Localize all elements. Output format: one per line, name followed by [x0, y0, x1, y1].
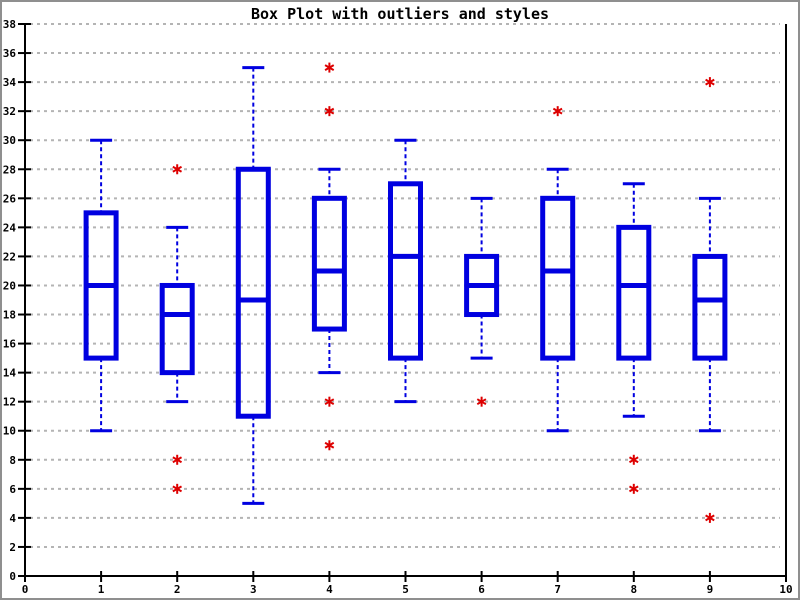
y-tick-label-4: 4 — [9, 512, 16, 525]
x-tick-label-10: 10 — [779, 583, 792, 596]
x-tick-label-7: 7 — [554, 583, 561, 596]
outlier-marker — [172, 483, 183, 494]
asterisk-spoke — [476, 398, 487, 406]
x-tick-label-5: 5 — [402, 583, 409, 596]
y-tick-label-16: 16 — [3, 338, 17, 351]
asterisk-spoke — [552, 107, 563, 115]
outlier-marker — [705, 512, 715, 523]
outlier-marker — [628, 483, 639, 494]
y-tick-label-32: 32 — [3, 105, 16, 118]
asterisk-spoke — [628, 485, 639, 493]
x-tick-label-8: 8 — [630, 583, 637, 596]
y-tick-label-18: 18 — [3, 309, 16, 322]
x-tick-label-3: 3 — [250, 583, 257, 596]
outlier-marker — [705, 77, 715, 88]
asterisk-spoke — [705, 514, 715, 522]
outlier-marker — [172, 164, 183, 175]
x-tick-label-6: 6 — [478, 583, 485, 596]
y-tick-label-38: 38 — [3, 18, 16, 31]
outlier-marker — [324, 106, 335, 117]
asterisk-spoke — [324, 107, 335, 115]
x-tick-label-0: 0 — [22, 583, 29, 596]
y-tick-label-20: 20 — [3, 279, 16, 292]
box-iqr — [159, 282, 195, 376]
chart-title: Box Plot with outliers and styles — [250, 5, 549, 23]
y-tick-label-6: 6 — [9, 483, 16, 496]
outlier-marker — [324, 440, 335, 451]
y-tick-label-34: 34 — [3, 76, 17, 89]
y-tick-label-24: 24 — [3, 221, 17, 234]
y-tick-label-12: 12 — [3, 396, 16, 409]
y-tick-label-10: 10 — [3, 425, 16, 438]
asterisk-spoke — [705, 78, 715, 86]
y-tick-label-2: 2 — [9, 541, 16, 554]
x-tick-label-9: 9 — [707, 583, 714, 596]
y-tick-label-26: 26 — [3, 192, 17, 205]
y-tick-label-14: 14 — [3, 367, 17, 380]
outlier-marker — [628, 454, 639, 465]
outlier-marker — [552, 106, 563, 117]
y-tick-label-36: 36 — [3, 47, 17, 60]
x-tick-label-2: 2 — [174, 583, 181, 596]
y-tick-label-0: 0 — [9, 570, 16, 583]
box-iqr — [235, 166, 271, 419]
box-iqr — [388, 181, 423, 361]
y-tick-label-22: 22 — [3, 250, 16, 263]
box-iqr — [540, 195, 576, 361]
outlier-marker — [324, 62, 335, 73]
y-tick-label-8: 8 — [9, 454, 16, 467]
asterisk-spoke — [172, 456, 183, 464]
asterisk-spoke — [324, 441, 335, 449]
asterisk-spoke — [324, 64, 335, 71]
asterisk-spoke — [172, 485, 183, 493]
y-tick-label-30: 30 — [3, 134, 16, 147]
y-tick-label-28: 28 — [3, 163, 16, 176]
asterisk-spoke — [324, 398, 335, 406]
asterisk-spoke — [172, 165, 183, 173]
outlier-marker — [172, 454, 183, 465]
x-tick-label-4: 4 — [326, 583, 333, 596]
outlier-marker — [324, 396, 335, 407]
box-iqr — [616, 224, 652, 361]
box-iqr — [311, 195, 347, 332]
x-tick-label-1: 1 — [98, 583, 105, 596]
box-iqr — [692, 253, 728, 361]
outlier-marker — [476, 396, 487, 407]
asterisk-spoke — [628, 456, 639, 464]
